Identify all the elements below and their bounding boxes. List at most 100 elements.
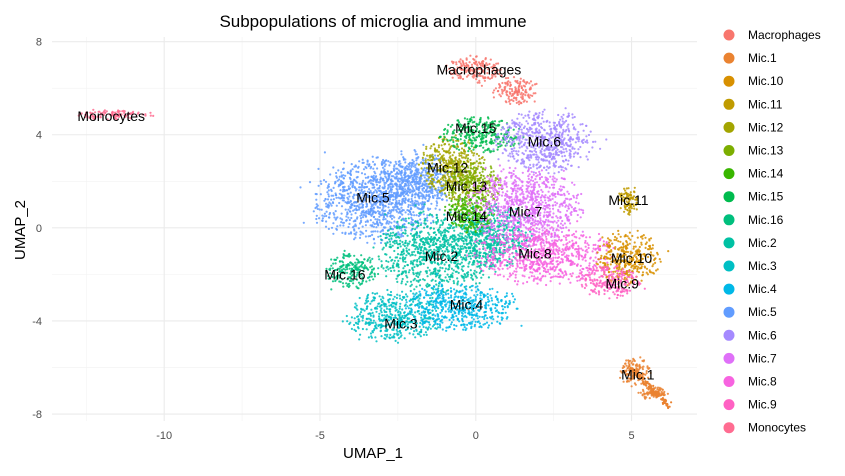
point (363, 258, 366, 261)
point (478, 242, 481, 245)
point (490, 299, 494, 302)
point (390, 259, 393, 262)
point (421, 323, 424, 326)
point (390, 209, 393, 212)
point (398, 307, 401, 310)
point (380, 229, 383, 232)
point (443, 316, 446, 319)
point (127, 116, 130, 119)
point (528, 96, 531, 99)
point (507, 80, 510, 83)
point (457, 233, 460, 236)
point (515, 91, 518, 94)
point (521, 88, 525, 92)
point (334, 210, 337, 213)
point (393, 169, 396, 172)
point (504, 81, 507, 84)
point (397, 270, 400, 273)
point (418, 187, 421, 190)
point (407, 174, 410, 177)
point (472, 318, 475, 321)
point (375, 307, 379, 310)
point (442, 149, 445, 152)
point (432, 243, 436, 247)
point (439, 266, 442, 269)
point (518, 103, 521, 106)
point (347, 225, 350, 229)
point (471, 278, 474, 281)
point (467, 74, 470, 77)
point (424, 331, 427, 334)
point (474, 314, 478, 317)
point (473, 68, 476, 71)
point (302, 221, 305, 224)
point (470, 289, 473, 292)
point (487, 276, 490, 279)
point (380, 264, 383, 267)
point (496, 251, 499, 254)
point (342, 285, 345, 288)
point (315, 214, 318, 217)
point (433, 147, 437, 150)
point (407, 163, 410, 166)
point (315, 221, 319, 224)
point (432, 185, 435, 188)
point (427, 183, 430, 186)
point (369, 261, 372, 264)
point (480, 84, 483, 87)
point (405, 184, 408, 187)
point (443, 279, 446, 282)
point (396, 280, 399, 283)
point (368, 256, 371, 259)
point (465, 288, 468, 291)
point (327, 227, 330, 230)
point (496, 90, 499, 93)
point (520, 86, 524, 90)
point (366, 267, 369, 270)
point (453, 324, 456, 327)
point (353, 317, 356, 320)
point (494, 307, 497, 310)
point (425, 147, 428, 150)
point (368, 276, 371, 279)
point (480, 68, 483, 71)
point (470, 276, 473, 279)
point (388, 164, 391, 167)
point (419, 218, 422, 221)
point (371, 233, 374, 236)
point (323, 215, 326, 218)
point (430, 202, 433, 205)
point (398, 294, 401, 297)
point (415, 274, 418, 277)
point (358, 236, 362, 239)
point (484, 64, 487, 67)
point (436, 269, 440, 272)
point (378, 318, 381, 321)
point (441, 222, 445, 225)
point (383, 185, 386, 188)
point (417, 163, 420, 166)
point (339, 224, 342, 227)
point (428, 323, 431, 326)
point (405, 165, 408, 168)
point (407, 198, 410, 201)
point (506, 90, 509, 93)
point (377, 302, 380, 305)
point (459, 62, 462, 65)
point (423, 243, 426, 246)
point (467, 265, 470, 268)
point (414, 175, 417, 178)
point (376, 292, 379, 295)
point (327, 195, 330, 198)
point (503, 88, 506, 91)
point (425, 185, 428, 188)
point (423, 289, 426, 292)
point (364, 235, 367, 238)
point (412, 211, 415, 214)
point (408, 248, 411, 251)
point (501, 92, 504, 95)
point (364, 176, 367, 179)
point (385, 233, 388, 236)
point (404, 270, 407, 273)
point (395, 193, 398, 196)
